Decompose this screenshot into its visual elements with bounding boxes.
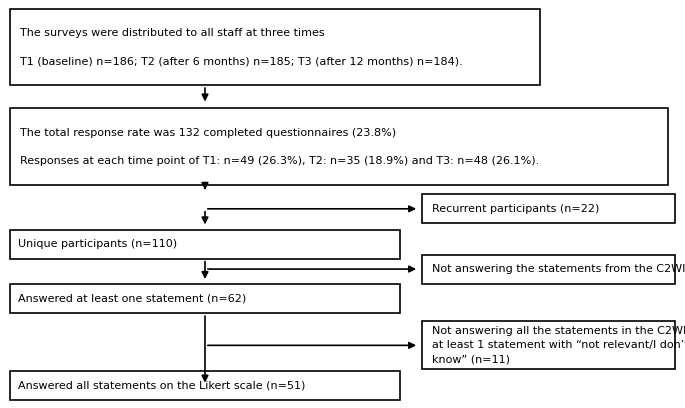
FancyBboxPatch shape bbox=[422, 321, 675, 370]
FancyBboxPatch shape bbox=[10, 230, 400, 259]
FancyBboxPatch shape bbox=[422, 255, 675, 284]
Text: Not answering the statements from the C2WI (n=48): Not answering the statements from the C2… bbox=[432, 264, 685, 274]
Text: The surveys were distributed to all staff at three times

T1 (baseline) n=186; T: The surveys were distributed to all staf… bbox=[20, 29, 463, 67]
Text: The total response rate was 132 completed questionnaires (23.8%)

Responses at e: The total response rate was 132 complete… bbox=[20, 128, 539, 166]
Text: Not answering all the statements in the C2WI or had
at least 1 statement with “n: Not answering all the statements in the … bbox=[432, 326, 685, 364]
FancyBboxPatch shape bbox=[10, 109, 668, 185]
FancyBboxPatch shape bbox=[10, 9, 540, 85]
Text: Answered all statements on the Likert scale (n=51): Answered all statements on the Likert sc… bbox=[18, 381, 306, 390]
Text: Unique participants (n=110): Unique participants (n=110) bbox=[18, 239, 177, 249]
Text: Answered at least one statement (n=62): Answered at least one statement (n=62) bbox=[18, 294, 246, 304]
FancyBboxPatch shape bbox=[422, 194, 675, 223]
FancyBboxPatch shape bbox=[10, 371, 400, 400]
FancyBboxPatch shape bbox=[10, 284, 400, 313]
Text: Recurrent participants (n=22): Recurrent participants (n=22) bbox=[432, 204, 599, 214]
